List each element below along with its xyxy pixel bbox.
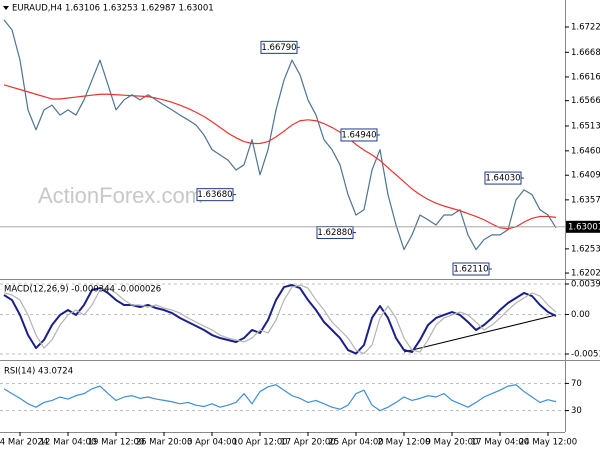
y-tick-label: 70 [571,379,582,389]
y-tick-label: 1.62535 [571,244,600,254]
annotation-box [484,171,522,185]
series-line [3,284,557,355]
y-tick-label: 1.66685 [571,48,600,58]
series-line [3,384,557,412]
y-tick-label: 1.66165 [571,72,600,82]
series-line [3,84,557,230]
annotation-label: 1.66790 [261,43,296,53]
y-tick-label: 30 [571,406,582,416]
x-tick-label: 17 Apr 20:00 [280,438,335,448]
symbol-arrow [3,6,9,10]
series-line [3,19,557,251]
x-tick-label: 12 Mar 04:00 [40,438,97,448]
annotation-box [260,40,298,54]
watermark: ActionForex.com [38,183,203,208]
series-line [3,284,557,355]
x-tick-label: 24 May 12:00 [519,438,577,448]
last-price-label: 1.63001 [568,222,600,232]
pane-title: EURAUD,H4 1.63106 1.63253 1.62987 1.6300… [12,4,214,14]
annotation-box [340,128,378,142]
annotation-label: 1.64940 [341,130,376,140]
last-price-box [566,220,600,233]
x-tick-label: 3 Apr 04:00 [187,438,237,448]
pane-title: MACD(12,26,9) -0.000344 -0.000026 [4,285,161,295]
y-tick-label: 1.64605 [571,146,600,156]
x-tick-label: 19 Mar 12:00 [88,438,145,448]
y-tick-label: 0.00 [571,310,590,320]
y-tick-label: 1.64090 [571,171,600,181]
annotation-label: 1.63680 [197,190,232,200]
pane-title: RSI(14) 43.0724 [4,367,73,377]
y-tick-label: 0.003941 [571,280,600,290]
x-tick-label: 25 Apr 04:00 [328,438,383,448]
annotation-box [196,188,234,202]
x-tick-label: 4 Mar 2024 [0,438,48,448]
annotation-label: 1.64030 [485,174,520,184]
y-tick-label: -0.005103 [571,349,600,359]
x-tick-label: 9 May 20:00 [426,438,479,448]
annotation-label: 1.62110 [453,265,488,275]
x-tick-label: 10 Apr 12:00 [232,438,287,448]
annotation-box [452,262,490,276]
x-tick-label: 2 May 12:00 [378,438,431,448]
annotation-label: 1.62880 [317,228,352,238]
x-tick-label: 26 Mar 20:00 [136,438,193,448]
trend-line [403,314,557,353]
y-tick-label: 1.62025 [571,269,600,279]
y-tick-label: 1.65130 [571,121,600,131]
y-tick-label: 1.65665 [571,96,600,106]
y-tick-label: 1.63570 [571,195,600,205]
x-tick-label: 17 May 04:00 [471,438,529,448]
y-tick-label: 1.67220 [571,22,600,32]
